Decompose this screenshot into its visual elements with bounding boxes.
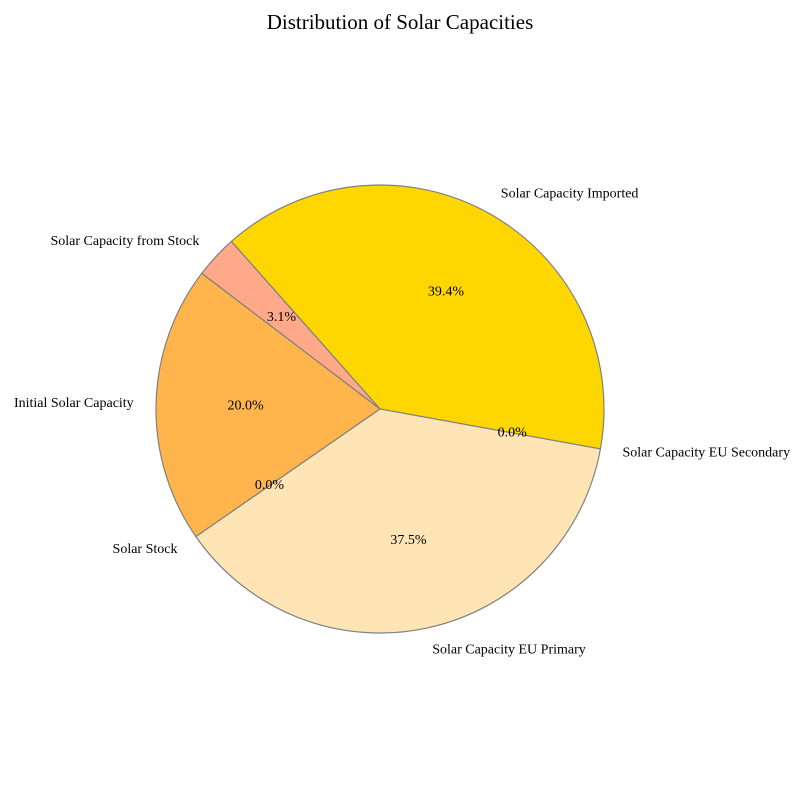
- pie-slice-initial-solar-capacity: [155, 272, 382, 538]
- pie-slices: [155, 184, 605, 634]
- percent-label-solar-capacity-eu-primary: 37.5%: [390, 533, 427, 548]
- percent-label-solar-stock: 0.0%: [255, 478, 285, 493]
- chart-title: Distribution of Solar Capacities: [266, 10, 534, 34]
- percent-label-solar-capacity-eu-secondary: 0.0%: [498, 426, 528, 441]
- percent-label-initial-solar-capacity: 20.0%: [228, 399, 265, 414]
- percent-labels: 39.4% 3.1% 20.0% 0.0% 37.5% 0.0%: [228, 284, 528, 547]
- pie-slice-solar-capacity-eu-primary: [195, 408, 602, 634]
- slice-label-solar-stock: Solar Stock: [113, 542, 178, 557]
- slice-label-solar-capacity-from-stock: Solar Capacity from Stock: [50, 234, 199, 249]
- slice-label-initial-solar-capacity: Initial Solar Capacity: [14, 396, 134, 411]
- pie-slice-solar-capacity-imported: [230, 184, 605, 450]
- slice-label-solar-capacity-eu-primary: Solar Capacity EU Primary: [432, 642, 586, 657]
- percent-label-solar-capacity-imported: 39.4%: [428, 284, 465, 299]
- slice-label-solar-capacity-eu-secondary: Solar Capacity EU Secondary: [623, 445, 791, 460]
- percent-label-solar-capacity-from-stock: 3.1%: [267, 310, 297, 325]
- slice-label-solar-capacity-imported: Solar Capacity Imported: [501, 187, 639, 202]
- slice-labels: Solar Capacity Imported Solar Capacity fr…: [14, 187, 790, 658]
